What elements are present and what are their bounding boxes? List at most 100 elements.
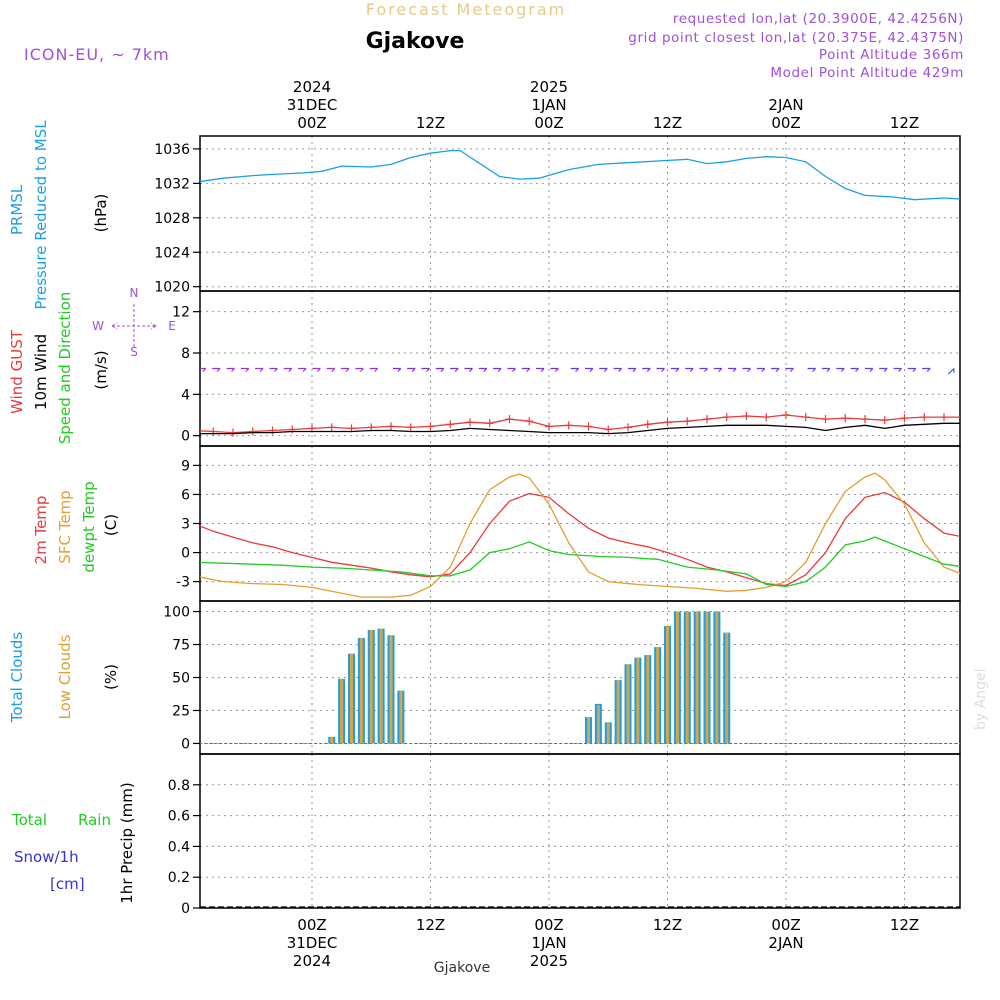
low-cloud-bar bbox=[587, 717, 590, 744]
wind-barb bbox=[421, 367, 430, 372]
gust-marker bbox=[980, 412, 988, 420]
panel-plot-area bbox=[131, 611, 960, 744]
top-tick-label: 12Z bbox=[653, 114, 682, 132]
panel-plot-area bbox=[150, 367, 997, 437]
bottom-year-label: 2024 bbox=[293, 952, 331, 970]
pressure-label-1: PRMSL bbox=[8, 184, 26, 235]
series-line bbox=[200, 472, 960, 598]
gust-marker bbox=[703, 415, 711, 424]
panels: 1020 1024 1028 1032 1036 0 4 8 12 -3 0 3 6 9 0 25 50 75 10… bbox=[131, 135, 997, 917]
wind-barb bbox=[584, 367, 594, 372]
wind-unit: (m/s) bbox=[92, 350, 110, 389]
gust-marker bbox=[663, 418, 672, 427]
low-cloud-bar bbox=[715, 611, 719, 744]
footer-location: Gjakove bbox=[434, 960, 490, 976]
clouds-unit: (%) bbox=[102, 664, 120, 690]
wind-barb bbox=[493, 367, 502, 372]
top-year-label: 2025 bbox=[530, 78, 568, 96]
gridpoint-coords: grid point closest lon,lat (20.375E, 42.… bbox=[628, 30, 964, 46]
wind-barb bbox=[850, 367, 860, 372]
wind-barb bbox=[599, 367, 608, 372]
temp-unit: (C) bbox=[102, 514, 120, 536]
gust-marker bbox=[466, 418, 474, 427]
wind-barb bbox=[326, 367, 336, 372]
low-cloud-bar bbox=[616, 680, 620, 744]
gust-marker bbox=[564, 421, 573, 430]
wind-barb bbox=[240, 367, 250, 372]
model-altitude: Model Point Altitude 429m bbox=[770, 65, 964, 81]
wind-barb bbox=[627, 367, 637, 372]
wind-barb bbox=[369, 367, 379, 372]
wind-barb bbox=[435, 367, 445, 372]
location-title: Gjakove bbox=[366, 29, 465, 54]
bottom-tick-label: 12Z bbox=[890, 916, 919, 934]
wind-barb bbox=[450, 367, 459, 372]
low-cloud-bar bbox=[626, 664, 630, 744]
sfc-temp-label: SFC Temp bbox=[56, 490, 74, 563]
snow-unit: [cm] bbox=[50, 875, 85, 893]
bottom-year-label: 2025 bbox=[530, 952, 568, 970]
wind-barb bbox=[169, 369, 177, 372]
bottom-date-label: 31DEC bbox=[287, 934, 338, 952]
wind-barb bbox=[392, 367, 402, 372]
bottom-date-label: 2JAN bbox=[768, 934, 803, 952]
gust-marker bbox=[545, 422, 553, 431]
low-cloud-bar bbox=[340, 678, 344, 744]
gust-marker bbox=[229, 428, 237, 437]
wind-barb bbox=[312, 367, 321, 372]
compass-e: E bbox=[168, 319, 176, 333]
gust-marker bbox=[209, 427, 218, 436]
wind-barb bbox=[963, 369, 969, 375]
gust-marker bbox=[190, 427, 198, 435]
gust-marker bbox=[248, 427, 257, 436]
wind-barb bbox=[756, 367, 766, 372]
top-tick-label: 12Z bbox=[416, 114, 445, 132]
bottom-tick-label: 00Z bbox=[297, 916, 326, 934]
wind-barb bbox=[521, 367, 531, 372]
low-cloud-bar bbox=[695, 611, 699, 744]
y-tick-label: 8 bbox=[181, 346, 190, 362]
low-cloud-bar bbox=[705, 611, 709, 744]
total-cloud-bar bbox=[131, 739, 138, 743]
series-line bbox=[200, 491, 960, 587]
wind-barb bbox=[947, 368, 955, 375]
low-cloud-bar bbox=[596, 705, 600, 744]
low-clouds-label: Low Clouds bbox=[56, 634, 74, 719]
model-name: ICON-EU, ~ 7km bbox=[24, 45, 170, 64]
low-cloud-bar bbox=[399, 690, 403, 744]
compass-w: W bbox=[92, 319, 104, 333]
wind-barb bbox=[713, 367, 723, 372]
y-tick-label: 3 bbox=[181, 517, 190, 533]
y-tick-label: 50 bbox=[172, 671, 190, 687]
panel-wind: 0 4 8 12 bbox=[150, 290, 997, 447]
wind-barb bbox=[771, 367, 780, 372]
gust-marker bbox=[624, 423, 632, 432]
gust-marker bbox=[150, 419, 158, 427]
dewpt-label: dewpt Temp bbox=[80, 481, 98, 572]
y-tick-label: 1024 bbox=[154, 245, 190, 261]
gust-marker bbox=[327, 423, 336, 432]
y-tick-label: 9 bbox=[181, 458, 190, 474]
wind-barb bbox=[464, 367, 473, 372]
gust-marker bbox=[505, 415, 514, 424]
wind-barb bbox=[821, 367, 831, 372]
wind-barb bbox=[212, 367, 221, 372]
point-altitude: Point Altitude 366m bbox=[819, 47, 964, 63]
gust-marker bbox=[584, 422, 593, 431]
gust-marker bbox=[722, 413, 731, 422]
panel-temperature: -3 0 3 6 9 bbox=[176, 445, 961, 602]
panel-frame bbox=[199, 135, 961, 292]
low-cloud-bar bbox=[666, 626, 669, 744]
wind-barb bbox=[742, 367, 751, 372]
bottom-tick-label: 12Z bbox=[416, 916, 445, 934]
series-line bbox=[200, 149, 960, 201]
panel-plot-area bbox=[200, 472, 960, 598]
y-tick-label: 100 bbox=[163, 605, 190, 621]
wind-barb bbox=[785, 367, 794, 372]
total-clouds-label: Total Clouds bbox=[8, 632, 26, 724]
wind-barb bbox=[991, 369, 997, 375]
gust-marker bbox=[742, 412, 751, 421]
wind-barb bbox=[550, 367, 559, 372]
top-tick-label: 00Z bbox=[534, 114, 563, 132]
